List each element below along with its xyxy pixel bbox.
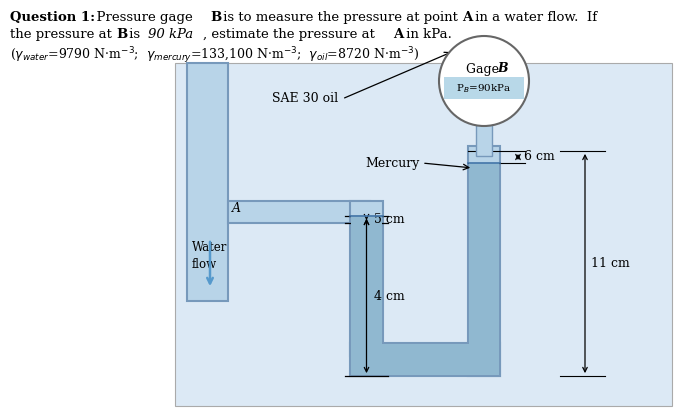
- Text: is: is: [125, 28, 144, 41]
- Text: A: A: [232, 203, 241, 215]
- Circle shape: [439, 36, 529, 126]
- Bar: [351, 216, 382, 375]
- Text: is to measure the pressure at point: is to measure the pressure at point: [219, 11, 462, 24]
- Text: Mercury: Mercury: [365, 157, 420, 169]
- Text: 11 cm: 11 cm: [591, 257, 630, 270]
- Text: ($\gamma_{water}$=9790 N·m$^{-3}$;  $\gamma_{mercury}$=133,100 N·m$^{-3}$;  $\ga: ($\gamma_{water}$=9790 N·m$^{-3}$; $\gam…: [10, 45, 419, 66]
- Text: B: B: [210, 11, 221, 24]
- Text: Gage: Gage: [466, 62, 503, 76]
- Text: 4 cm: 4 cm: [374, 289, 405, 302]
- Text: A: A: [393, 28, 403, 41]
- Bar: [469, 163, 499, 375]
- Text: Water
flow: Water flow: [192, 241, 228, 271]
- Text: SAE 30 oil: SAE 30 oil: [272, 92, 338, 106]
- Text: the pressure at: the pressure at: [10, 28, 116, 41]
- Text: Pressure gage: Pressure gage: [88, 11, 197, 24]
- Text: A: A: [462, 11, 472, 24]
- Text: B: B: [498, 62, 508, 76]
- Bar: [351, 344, 499, 375]
- Bar: [476, 121, 492, 156]
- Text: P$_B$=90kPa: P$_B$=90kPa: [456, 83, 512, 95]
- Bar: [350, 201, 383, 356]
- Bar: [228, 201, 370, 223]
- Bar: [468, 146, 500, 376]
- Text: B: B: [116, 28, 127, 41]
- Text: in a water flow.  If: in a water flow. If: [471, 11, 597, 24]
- Text: 5 cm: 5 cm: [374, 213, 405, 226]
- Text: Question 1:: Question 1:: [10, 11, 95, 24]
- Bar: [350, 343, 500, 376]
- Bar: [444, 77, 524, 99]
- Bar: [187, 63, 228, 301]
- Text: 90 kPa: 90 kPa: [148, 28, 193, 41]
- Text: , estimate the pressure at: , estimate the pressure at: [203, 28, 379, 41]
- Text: in kPa.: in kPa.: [402, 28, 452, 41]
- FancyBboxPatch shape: [175, 63, 672, 406]
- Text: 6 cm: 6 cm: [524, 150, 554, 164]
